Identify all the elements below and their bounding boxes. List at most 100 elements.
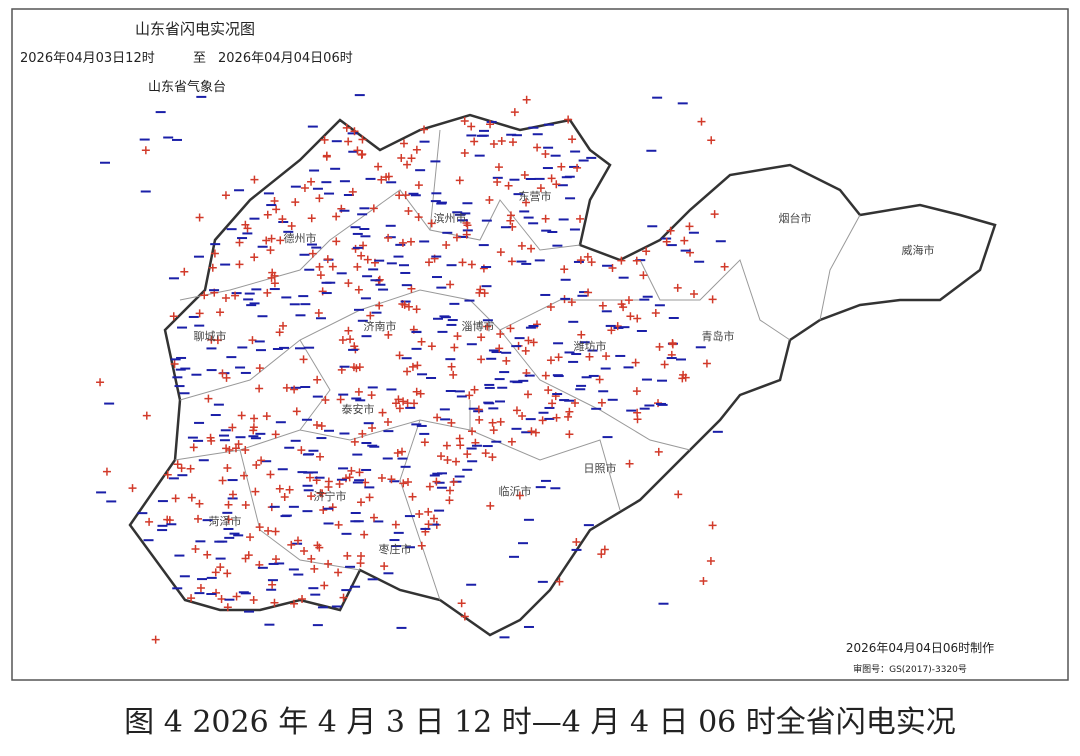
positive-flash xyxy=(557,162,566,171)
positive-flash xyxy=(316,271,325,280)
positive-flash xyxy=(266,246,275,255)
positive-flash xyxy=(356,498,365,507)
positive-flash xyxy=(142,411,151,420)
positive-flash xyxy=(223,603,232,612)
positive-flash xyxy=(384,172,393,181)
positive-flash xyxy=(483,322,492,331)
positive-flash xyxy=(356,559,365,568)
positive-flash xyxy=(475,415,484,424)
positive-flash xyxy=(180,267,189,276)
positive-flash xyxy=(346,335,355,344)
positive-flash xyxy=(546,356,555,365)
positive-flash xyxy=(417,541,426,550)
positive-flash xyxy=(449,478,458,487)
positive-flash xyxy=(515,491,524,500)
positive-flash xyxy=(538,416,547,425)
positive-flash xyxy=(310,564,319,573)
positive-flash xyxy=(191,545,200,554)
positive-flash xyxy=(287,221,296,230)
positive-flash xyxy=(399,397,408,406)
positive-flash xyxy=(350,127,359,136)
city-label: 烟台市 xyxy=(779,211,812,225)
positive-flash xyxy=(222,373,231,382)
positive-flash xyxy=(231,444,240,453)
positive-flash xyxy=(320,135,329,144)
positive-flash xyxy=(334,568,343,577)
positive-flash xyxy=(506,324,515,333)
positive-flash xyxy=(465,391,474,400)
positive-flash xyxy=(315,543,324,552)
positive-flash xyxy=(655,342,664,351)
positive-flash xyxy=(467,122,476,131)
positive-flash xyxy=(234,440,243,449)
positive-flash xyxy=(425,258,434,267)
time-end: 2026年04月04日06时 xyxy=(218,51,353,66)
positive-flash xyxy=(502,356,511,365)
positive-flash xyxy=(625,459,634,468)
positive-flash xyxy=(427,342,436,351)
positive-flash xyxy=(255,523,264,532)
positive-flash xyxy=(507,437,516,446)
positive-flash xyxy=(316,452,325,461)
positive-flash xyxy=(244,551,253,560)
positive-flash xyxy=(378,408,387,417)
positive-flash xyxy=(536,184,545,193)
positive-flash xyxy=(568,135,577,144)
positive-flash xyxy=(681,373,690,382)
positive-flash xyxy=(211,568,220,577)
positive-flash xyxy=(186,464,195,473)
positive-flash xyxy=(565,407,574,416)
positive-flash xyxy=(151,635,160,644)
positive-flash xyxy=(449,370,458,379)
positive-flash xyxy=(218,476,227,485)
positive-flash xyxy=(626,312,635,321)
positive-flash xyxy=(322,151,331,160)
positive-flash xyxy=(642,247,651,256)
positive-flash xyxy=(689,289,698,298)
positive-flash xyxy=(639,271,648,280)
positive-flash xyxy=(354,285,363,294)
positive-flash xyxy=(305,473,314,482)
positive-flash xyxy=(307,177,316,186)
positive-flash xyxy=(506,216,515,225)
positive-flash xyxy=(345,473,354,482)
positive-flash xyxy=(195,213,204,222)
positive-flash xyxy=(697,117,706,126)
positive-flash xyxy=(412,145,421,154)
positive-flash xyxy=(289,599,298,608)
city-label: 枣庄市 xyxy=(379,542,412,556)
positive-flash xyxy=(520,170,529,179)
city-label: 威海市 xyxy=(902,243,935,257)
positive-flash xyxy=(316,489,325,498)
positive-flash xyxy=(268,580,277,589)
positive-flash xyxy=(347,466,356,475)
positive-flash xyxy=(232,592,241,601)
positive-flash xyxy=(522,95,531,104)
positive-flash xyxy=(367,391,376,400)
positive-flash xyxy=(651,309,660,318)
positive-flash xyxy=(457,599,466,608)
positive-flash xyxy=(360,530,369,539)
positive-flash xyxy=(336,395,345,404)
positive-flash xyxy=(324,559,333,568)
positive-flash xyxy=(632,256,641,265)
positive-flash xyxy=(527,244,536,253)
positive-flash xyxy=(522,198,531,207)
positive-flash xyxy=(203,550,212,559)
positive-flash xyxy=(307,554,316,563)
positive-flash xyxy=(270,271,279,280)
positive-flash xyxy=(298,594,307,603)
positive-flash xyxy=(673,283,682,292)
city-label: 临沂市 xyxy=(499,484,532,498)
positive-flash xyxy=(358,135,367,144)
positive-flash xyxy=(602,352,611,361)
positive-flash xyxy=(332,212,341,221)
positive-flash xyxy=(318,287,327,296)
positive-flash xyxy=(455,176,464,185)
positive-flash xyxy=(702,359,711,368)
positive-flash xyxy=(414,181,423,190)
lightning-marks xyxy=(96,94,729,644)
positive-flash xyxy=(249,596,258,605)
positive-flash xyxy=(320,581,329,590)
